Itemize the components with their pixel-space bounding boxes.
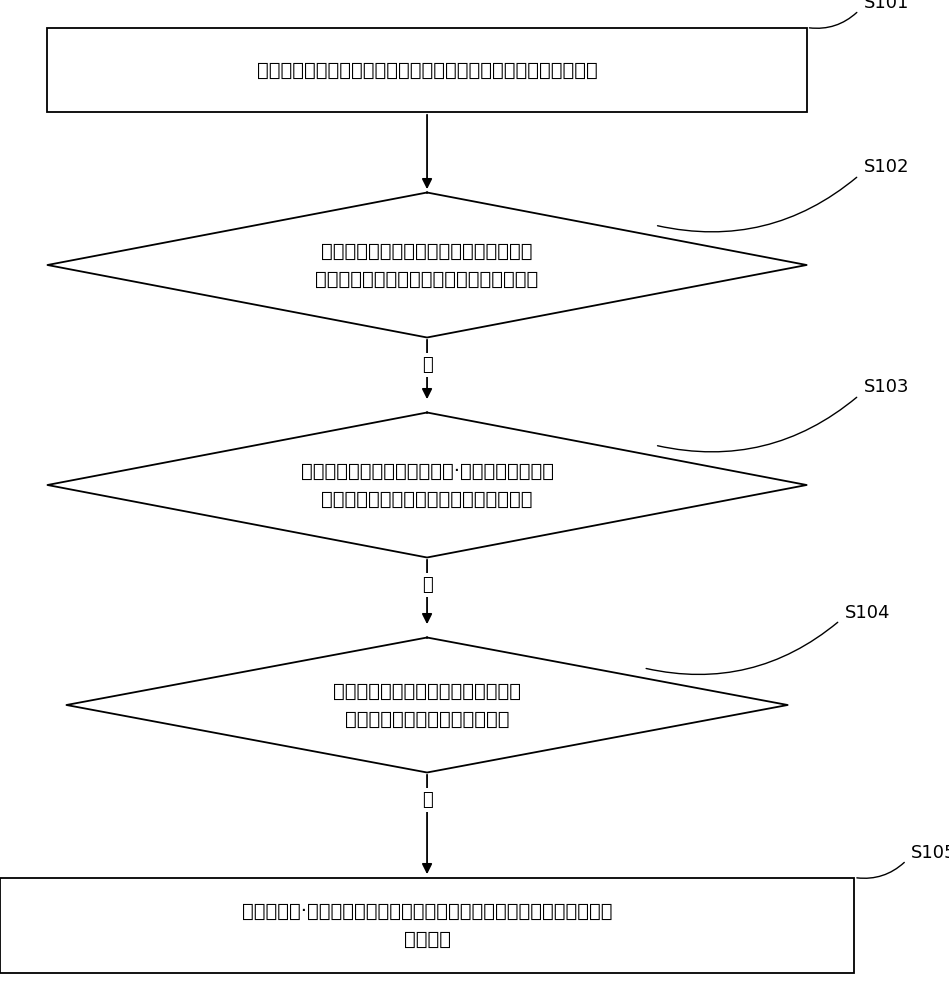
Polygon shape: [47, 412, 807, 558]
Text: S103: S103: [864, 378, 909, 396]
Text: 是: 是: [421, 356, 433, 374]
FancyBboxPatch shape: [0, 878, 854, 972]
Text: S104: S104: [845, 603, 890, 621]
Text: S101: S101: [864, 0, 909, 11]
Text: 判断所述最大电压、所述最小电压和
所述平均电压是否满足预定关系: 判断所述最大电压、所述最小电压和 所述平均电压是否满足预定关系: [333, 682, 521, 728]
Text: 是: 是: [421, 791, 433, 809]
Polygon shape: [47, 192, 807, 338]
Polygon shape: [66, 638, 788, 772]
Text: 判断所述最大电压和所述最小电压之间的
电压差是否大于预设的开路连接电压差阈值: 判断所述最大电压和所述最小电压之间的 电压差是否大于预设的开路连接电压差阈值: [315, 241, 539, 288]
Text: S105: S105: [911, 844, 949, 861]
Text: 是: 是: [421, 576, 433, 594]
Text: 判定所述第·一单体电池和所述第二单体电池之间的电压采集线束连接点
存在异常: 判定所述第·一单体电池和所述第二单体电池之间的电压采集线束连接点 存在异常: [242, 902, 612, 948]
FancyBboxPatch shape: [47, 27, 807, 112]
Text: 获取采集到的多个单体电池电压的平均电压、最大电压和最小电压: 获取采集到的多个单体电池电压的平均电压、最大电压和最小电压: [256, 60, 598, 80]
Text: 判断对应于所述最大电压的第·一单体电池和对应
于所述最小电压的第二单体电池是否相邻: 判断对应于所述最大电压的第·一单体电池和对应 于所述最小电压的第二单体电池是否相…: [301, 462, 553, 508]
Text: S102: S102: [864, 158, 909, 176]
